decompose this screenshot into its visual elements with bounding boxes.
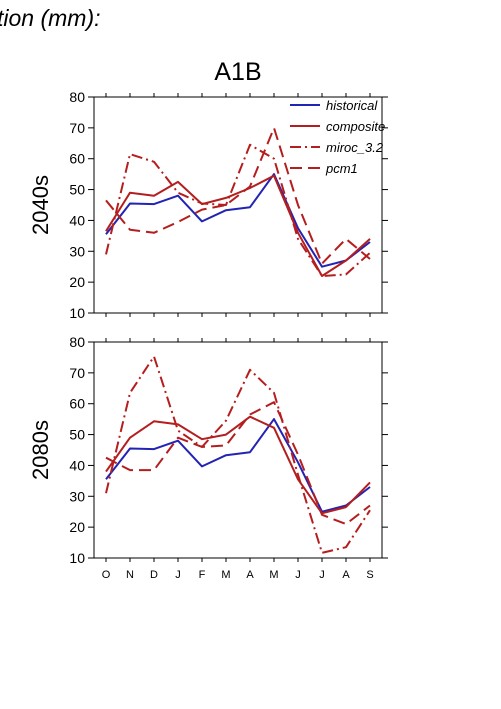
y-tick-label: 20	[69, 274, 85, 290]
series-line-composite	[105, 174, 371, 277]
x-tick-label: F	[199, 569, 206, 581]
x-tick-label: D	[150, 569, 158, 581]
series-line-historical	[105, 173, 371, 268]
series-line-composite	[105, 415, 371, 515]
y-tick-label: 80	[69, 334, 85, 350]
y-tick-label: 30	[69, 488, 85, 504]
plot-frame	[93, 96, 383, 314]
x-tick-label: M	[269, 569, 278, 581]
series-line-miroc-3-2	[105, 355, 371, 554]
y-tick-label: 10	[69, 550, 85, 566]
series-line-historical	[105, 418, 371, 513]
legend-label: composite	[326, 119, 385, 134]
series-line-pcm1	[105, 126, 371, 265]
series-line-miroc-3-2	[105, 143, 371, 277]
y-tick-label: 60	[69, 396, 85, 412]
legend-label: miroc_3.2	[326, 140, 384, 155]
legend-label: historical	[326, 98, 378, 113]
y-tick-label: 70	[69, 365, 85, 381]
x-tick-label: M	[221, 569, 230, 581]
y-tick-label: 80	[69, 89, 85, 105]
x-tick-label: J	[295, 569, 301, 581]
row-label: 2040s	[28, 175, 53, 235]
y-tick-label: 50	[69, 182, 85, 198]
y-tick-label: 50	[69, 427, 85, 443]
panel-2040s: 10 20 30 40 50 60 70 80 2040s historical composite…	[28, 89, 388, 321]
y-tick-label: 30	[69, 243, 85, 259]
x-tick-label: J	[319, 569, 325, 581]
y-tick-label: 10	[69, 305, 85, 321]
y-tick-label: 40	[69, 212, 85, 228]
x-tick-label: N	[126, 569, 134, 581]
row-label: 2080s	[28, 420, 53, 480]
x-tick-label: O	[102, 569, 111, 581]
x-tick-label: A	[342, 569, 350, 581]
y-tick-label: 60	[69, 151, 85, 167]
x-tick-label: J	[175, 569, 181, 581]
y-tick-label: 70	[69, 120, 85, 136]
panel-2080s: 10 20 30 40 50 60 70 80 O N D J F M A M J J A S 2080s	[28, 334, 388, 581]
y-tick-label: 20	[69, 519, 85, 535]
chart-title: A1B	[214, 58, 261, 86]
x-tick-label: S	[366, 569, 373, 581]
series-line-pcm1	[105, 401, 371, 526]
y-tick-label: 40	[69, 457, 85, 473]
plot-frame	[93, 341, 383, 559]
x-tick-label: A	[246, 569, 254, 581]
legend-label: pcm1	[325, 161, 358, 176]
header-text: tion (mm):	[0, 5, 101, 31]
